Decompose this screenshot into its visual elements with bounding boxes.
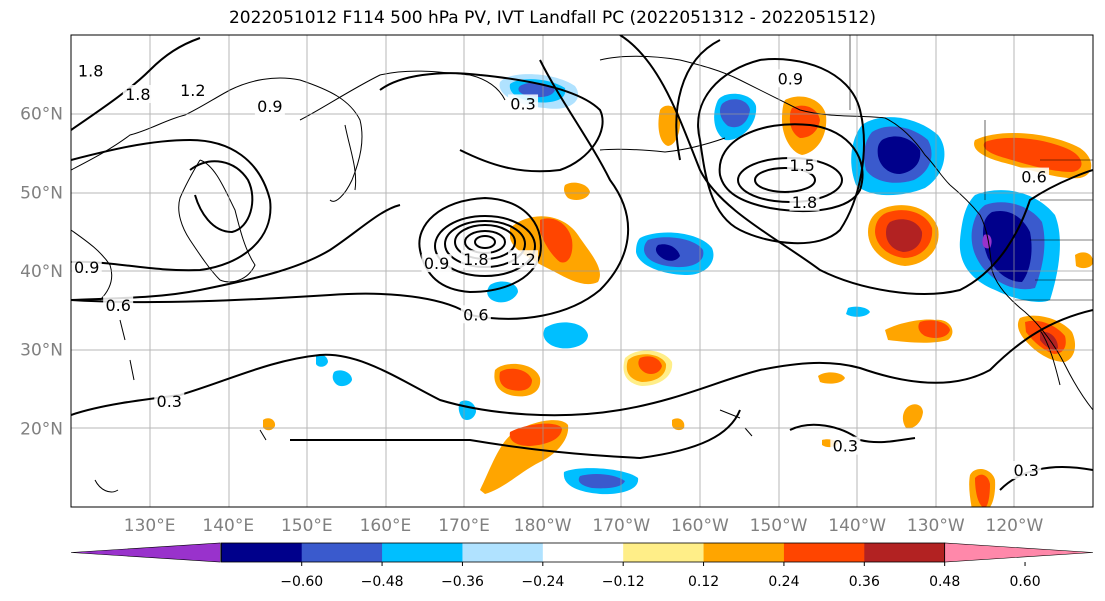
contour-label: 1.2 [510,250,535,269]
contour-label-background [460,305,491,324]
lon-tick-label: 130°E [124,516,176,536]
contour-label-background [254,96,285,115]
colorbar-tick-label: 0.24 [768,574,799,590]
lat-tick-label: 60°N [20,105,63,125]
contour-label-background [508,250,539,269]
coast-korea-japan [71,159,256,301]
lon-tick-label: 170°E [438,516,490,536]
colorbar-tick-label: −0.24 [521,574,564,590]
contour-label: 0.6 [105,296,130,315]
coast-kamchatka [299,70,506,191]
colorbar-extend-max [944,542,1094,563]
contour-label-background [460,250,491,269]
coast-alaska [599,55,951,186]
contour-label: 0.6 [463,305,488,324]
contour-label: 0.3 [510,94,535,113]
contour-label: 1.8 [78,61,103,80]
lon-tick-label: 140°W [828,516,886,536]
contour-label-background [177,81,208,100]
contour-label: 1.8 [792,193,817,212]
contour-label-background [154,391,185,410]
shaded-anomalies [263,74,1093,507]
colorbar-segment [462,543,544,562]
contour-label-background [421,254,452,273]
lon-tick-label: 140°E [202,516,254,536]
contour-label-background [71,258,102,277]
map-content: 1.8 1.8 1.2 0.9 0.3 0.9 1.5 1.8 0.6 0.6 0.9 0.9 1.8 1… [71,35,1093,507]
contour-label-background [830,436,861,455]
coast-islands [94,319,267,493]
lon-tick-label: 150°W [750,516,808,536]
contour-label: 0.6 [1021,168,1046,187]
colorbar-segment [703,543,785,562]
colorbar: −0.60 −0.48 −0.36 −0.24 −0.12 0.12 0.24 0.36 0.4… [70,542,1094,590]
lon-tick-label: 130°W [907,516,965,536]
figure-title: 2022051012 F114 500 hPa PV, IVT Landfall… [228,8,876,28]
coastlines [71,55,1093,493]
lat-tick-label: 40°N [20,262,63,282]
lon-tick-label: 160°W [671,516,729,536]
contour-label: 1.8 [125,85,150,104]
contour-label-background [75,61,106,80]
lon-tick-label: 180°W [514,516,572,536]
latitude-labels: 20°N 30°N 40°N 50°N 60°N [20,105,63,440]
contour-label-background [1019,167,1050,186]
contour-label-background [789,192,820,211]
contour-label-background [508,94,539,113]
contour-labels: 1.8 1.8 1.2 0.9 0.3 0.9 1.5 1.8 0.6 0.6 0.9 0.9 1.8 1… [71,61,1050,480]
contour-label: 0.3 [1013,461,1038,480]
lat-tick-label: 30°N [20,341,63,361]
contour-label: 0.3 [833,437,858,456]
lon-tick-label: 170°W [592,516,650,536]
colorbar-segment [783,543,865,562]
contour-label: 1.5 [789,156,814,175]
colorbar-tick-label: 0.36 [849,574,880,590]
lat-tick-label: 20°N [20,419,63,439]
lon-tick-label: 150°E [281,516,333,536]
map-frame [70,34,1094,508]
contour-label-background [775,69,806,88]
contour-label-background [122,85,153,103]
colorbar-segment [864,543,946,562]
colorbar-frame [220,542,946,563]
colorbar-tick-label: −0.36 [441,574,484,590]
state-borders [849,35,1093,301]
contour-label: 1.2 [180,81,205,100]
colorbar-extend-min [70,542,221,563]
lon-tick-label: 120°W [986,516,1044,536]
contour-label-background [103,295,134,314]
colorbar-segment [542,543,624,562]
coast-aleutians [599,137,726,153]
anomaly-positive-aleutian [658,105,681,146]
lat-tick-label: 50°N [20,183,63,203]
colorbar-tick-label: 0.48 [929,574,960,590]
pv-contour-03 [71,309,1093,417]
colorbar-tick-label: 0.12 [688,574,719,590]
pv-contour-ring [474,235,496,249]
contour-label-background [787,155,818,174]
contour-label: 0.3 [157,392,182,411]
lon-tick-label: 160°E [360,516,412,536]
contour-label: 0.9 [257,97,282,116]
coast-north-america [949,184,1093,411]
contour-label: 0.9 [778,69,803,88]
contour-label: 0.9 [424,254,449,273]
colorbar-tick-label: −0.60 [280,574,323,590]
colorbar-segment [382,543,463,562]
colorbar-segment [623,543,705,562]
colorbar-tick-label: −0.12 [602,574,645,590]
contour-label: 0.9 [74,258,99,277]
contour-label: 1.8 [463,250,488,269]
anomaly-negative-small [543,322,588,349]
colorbar-tick-label: −0.48 [361,574,404,590]
graticule [71,35,1093,507]
pv-contours [71,35,1093,491]
colorbar-segment [221,543,303,562]
colorbar-segment [301,543,383,562]
colorbar-tick-label: 0.60 [1009,574,1040,590]
longitude-labels: 130°E 140°E 150°E 160°E 170°E 180°W 170°W 160°W… [124,516,1044,536]
coast-baja [1039,329,1061,386]
contour-label-background [1011,461,1042,480]
